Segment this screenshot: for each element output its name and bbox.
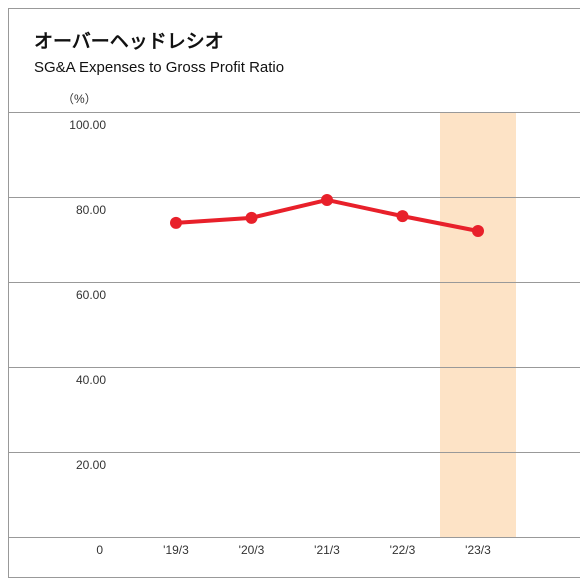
point [170, 216, 182, 229]
x-tick-label: '19/3 [163, 543, 189, 557]
chart-subtitle: SG&A Expenses to Gross Profit Ratio [34, 59, 284, 76]
chart-title: オーバーヘッドレシオ [34, 31, 224, 53]
y-tick-label: 0 [96, 543, 103, 557]
x-tick-label: '20/3 [239, 543, 265, 557]
y-tick-label: 20.00 [76, 458, 106, 472]
y-tick-label: 40.00 [76, 373, 106, 387]
point [396, 210, 409, 223]
x-tick-label: '22/3 [390, 543, 416, 557]
x-tick-label: '21/3 [314, 543, 340, 557]
y-tick-label: 60.00 [76, 288, 106, 302]
y-tick-label: 100.00 [69, 118, 106, 132]
y-unit: （%） [62, 92, 97, 106]
point [245, 211, 258, 224]
point [321, 193, 333, 206]
point [472, 225, 484, 237]
frame [8, 8, 580, 578]
highlight-band [440, 112, 516, 537]
x-tick-label: '23/3 [465, 543, 491, 557]
y-tick-label: 80.00 [76, 203, 106, 217]
